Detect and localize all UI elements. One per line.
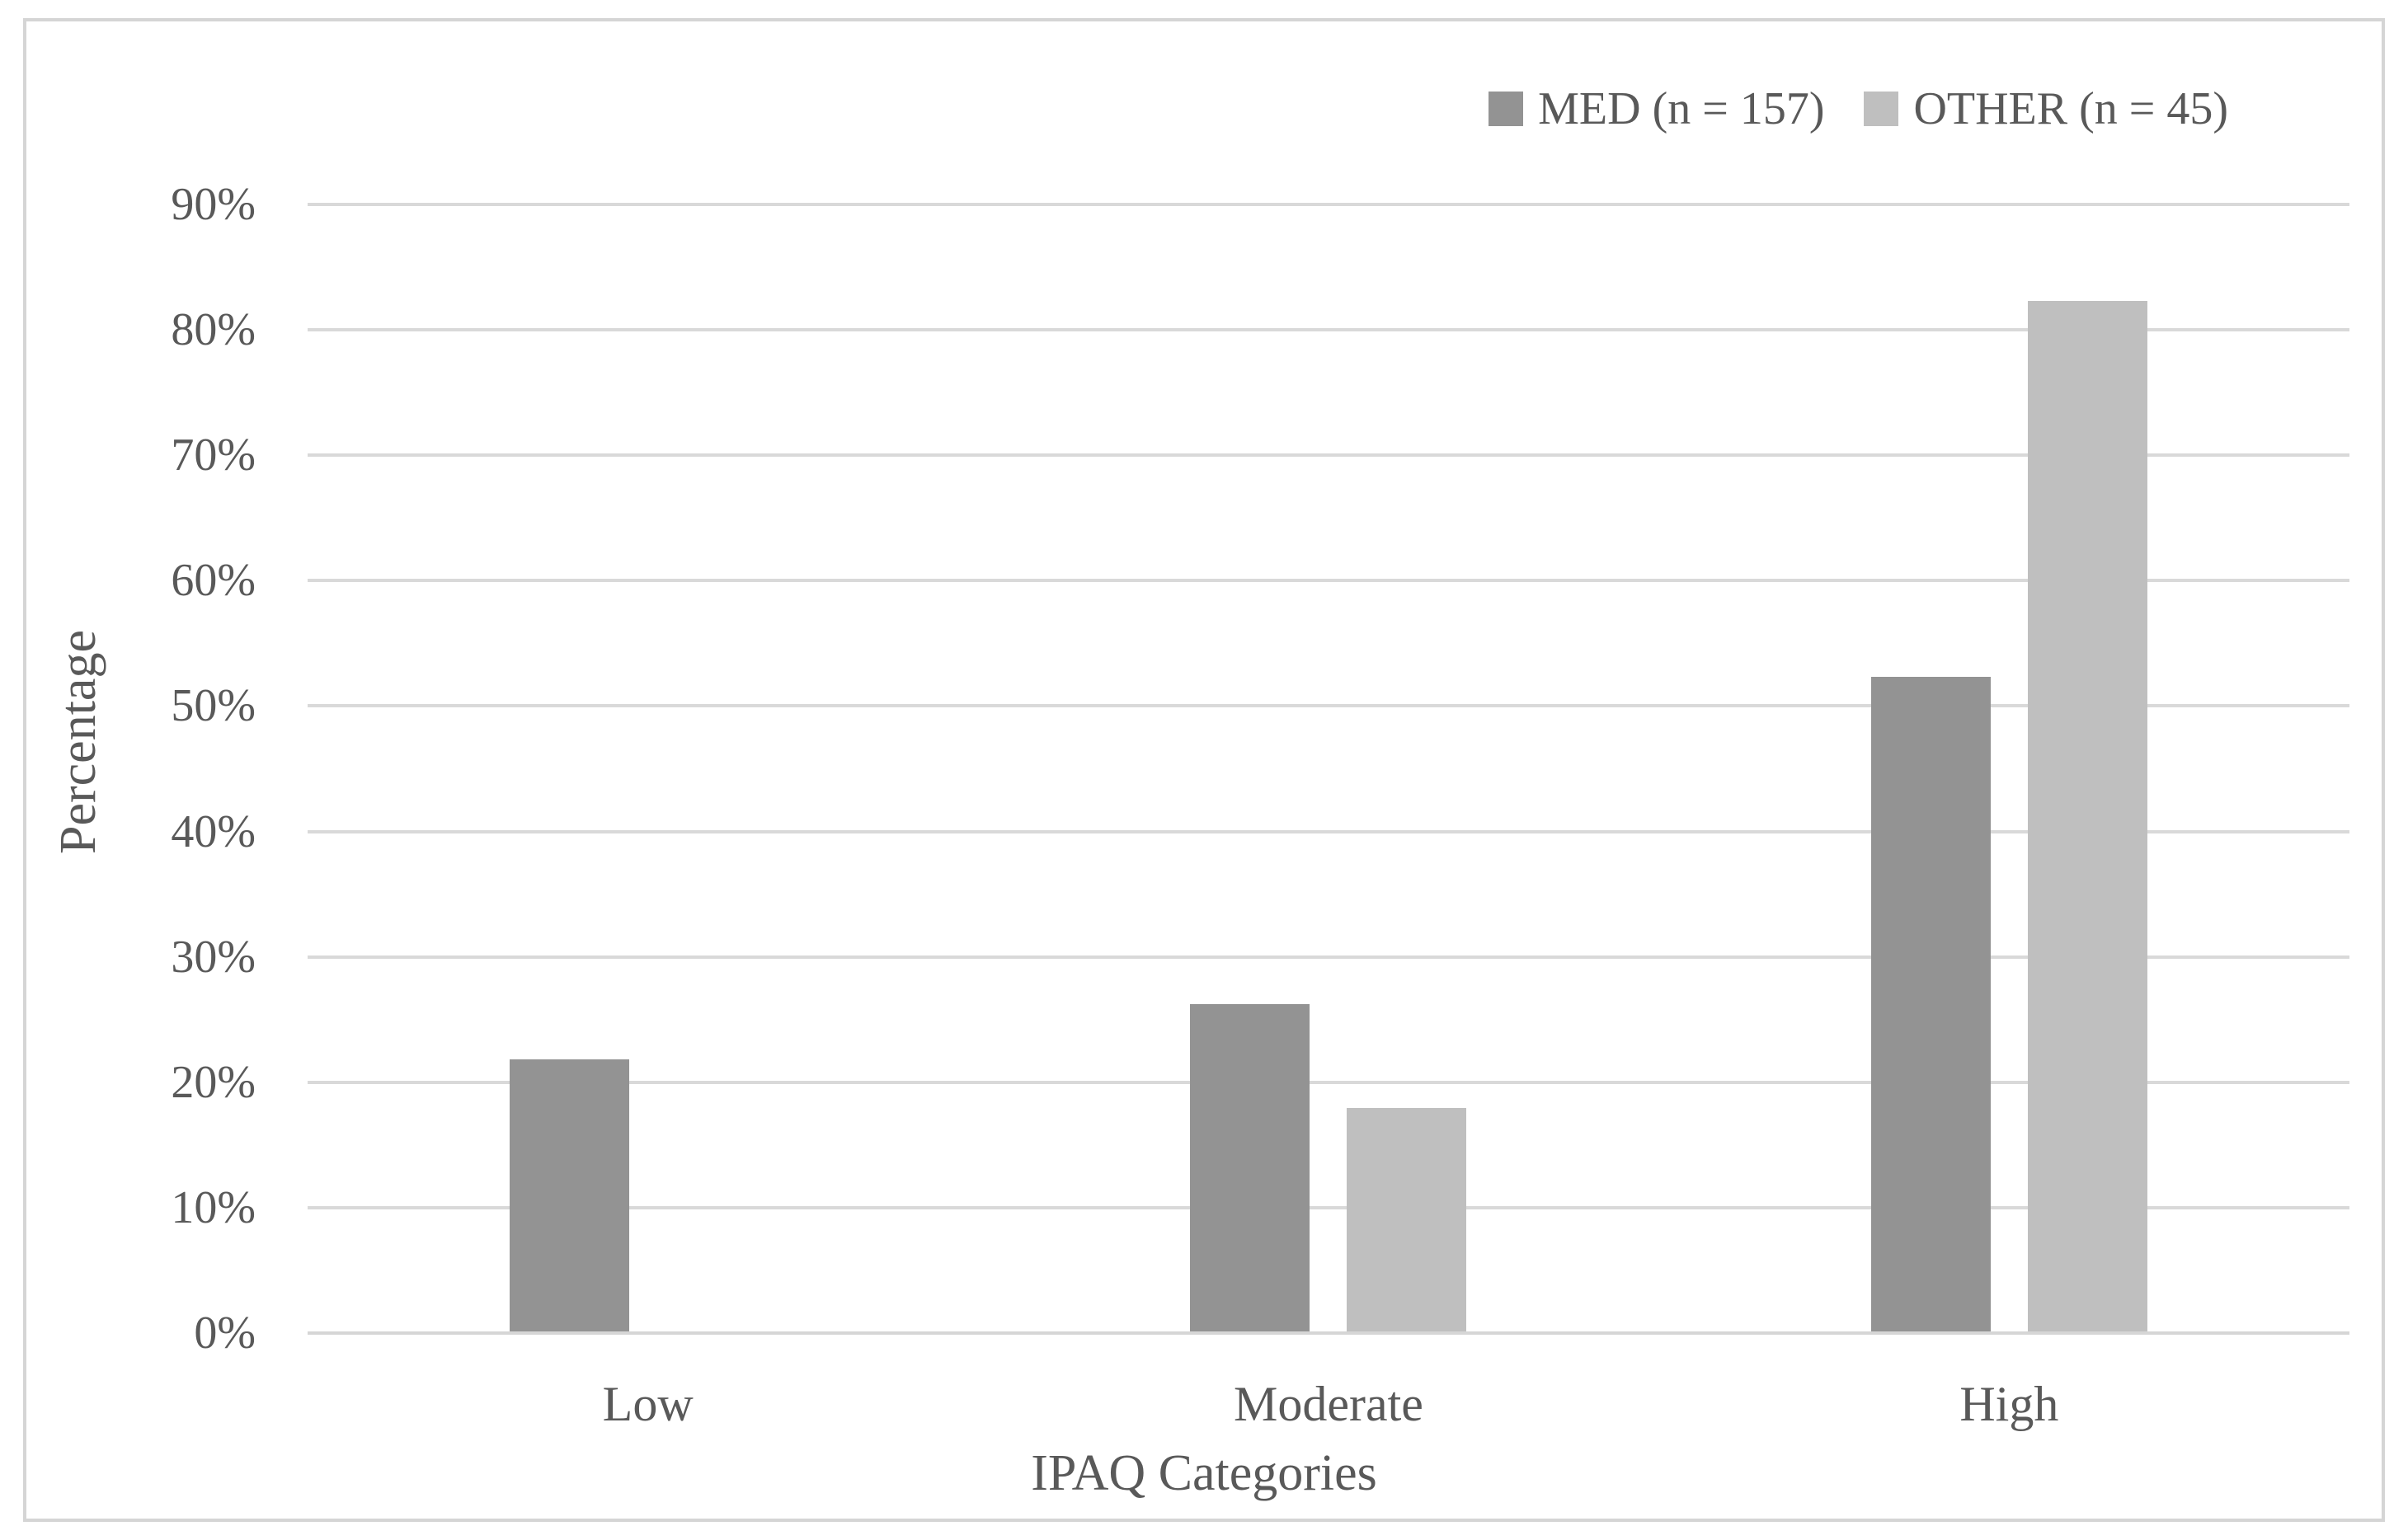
category-group-high bbox=[1669, 203, 2349, 1331]
legend-label-other: OTHER (n = 45) bbox=[1913, 83, 2228, 134]
legend-label-med: MED (n = 157) bbox=[1538, 83, 1825, 134]
gridline-60% bbox=[308, 579, 2349, 582]
y-axis-tick-labels: 0% 10% 20% 30% 40% 50% 60% 70% 80% 90% bbox=[74, 179, 256, 1359]
x-axis-line bbox=[308, 1331, 2349, 1335]
gridline-40% bbox=[308, 830, 2349, 833]
category-group-moderate bbox=[988, 203, 1668, 1331]
x-axis-category-labels: Low Moderate High bbox=[308, 1367, 2349, 1441]
y-tick-label-30pct: 30% bbox=[171, 932, 256, 983]
x-category-label-high: High bbox=[1959, 1377, 2059, 1431]
bars-layer bbox=[308, 203, 2349, 1331]
y-tick-label-90pct: 90% bbox=[171, 179, 256, 230]
x-axis-title: IPAQ Categories bbox=[1031, 1445, 1377, 1501]
category-group-low bbox=[308, 203, 988, 1331]
bar-other-high bbox=[2027, 301, 2147, 1331]
gridline-10% bbox=[308, 1206, 2349, 1209]
legend-item-med: MED (n = 157) bbox=[1489, 82, 1824, 135]
bar-other-moderate bbox=[1347, 1108, 1467, 1331]
gridline-30% bbox=[308, 955, 2349, 959]
gridline-20% bbox=[308, 1081, 2349, 1084]
bar-med-moderate bbox=[1190, 1004, 1310, 1331]
y-tick-label-80pct: 80% bbox=[171, 304, 256, 355]
bar-med-high bbox=[1870, 677, 1991, 1331]
x-category-label-low: Low bbox=[602, 1377, 694, 1431]
bar-med-low bbox=[510, 1059, 630, 1331]
legend-item-other: OTHER (n = 45) bbox=[1864, 82, 2228, 135]
chart-frame-border bbox=[23, 18, 2385, 1522]
legend-swatch-med-icon bbox=[1489, 92, 1524, 126]
gridline-90% bbox=[308, 203, 2349, 206]
legend: MED (n = 157) OTHER (n = 45) bbox=[1489, 82, 2228, 135]
gridline-70% bbox=[308, 453, 2349, 457]
y-tick-label-50pct: 50% bbox=[171, 680, 256, 731]
y-tick-label-10pct: 10% bbox=[171, 1182, 256, 1233]
y-tick-label-20pct: 20% bbox=[171, 1057, 256, 1108]
y-tick-label-70pct: 70% bbox=[171, 430, 256, 481]
y-tick-label-40pct: 40% bbox=[171, 806, 256, 857]
gridline-50% bbox=[308, 704, 2349, 707]
legend-swatch-other-icon bbox=[1864, 92, 1899, 126]
y-tick-label-0pct: 0% bbox=[194, 1308, 256, 1359]
y-tick-label-60pct: 60% bbox=[171, 555, 256, 606]
gridline-80% bbox=[308, 328, 2349, 331]
x-category-label-moderate: Moderate bbox=[1234, 1377, 1423, 1431]
plot-area bbox=[308, 203, 2349, 1335]
